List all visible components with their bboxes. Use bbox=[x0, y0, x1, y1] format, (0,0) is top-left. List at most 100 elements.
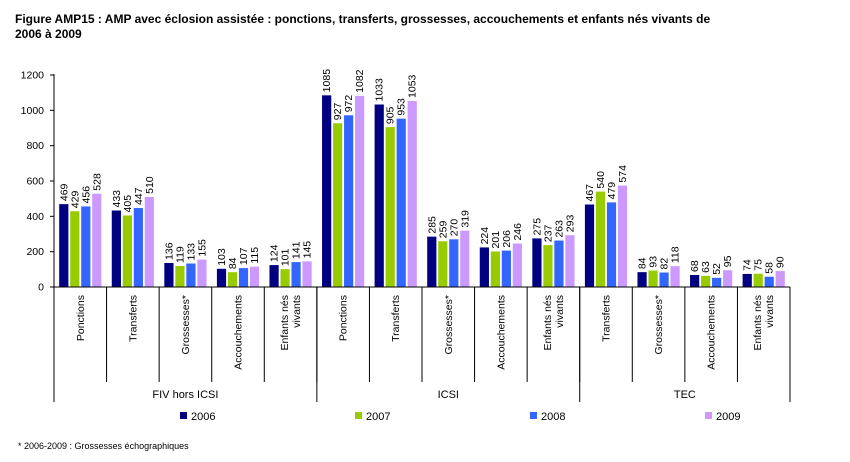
x-tick-label: Accouchements bbox=[706, 295, 718, 370]
data-label: 285 bbox=[426, 216, 438, 234]
data-label: 52 bbox=[711, 263, 723, 275]
bar bbox=[385, 127, 395, 288]
bar bbox=[344, 115, 354, 287]
bar bbox=[186, 263, 196, 287]
bar bbox=[175, 265, 185, 287]
legend-swatch bbox=[530, 412, 537, 419]
x-tick-label: Transferts bbox=[127, 295, 139, 342]
bar bbox=[216, 268, 227, 287]
data-label: 84 bbox=[637, 257, 649, 269]
data-label: 206 bbox=[501, 230, 513, 248]
data-label: 90 bbox=[775, 256, 787, 268]
legend-label: 2007 bbox=[366, 411, 390, 423]
data-label: 447 bbox=[133, 187, 145, 205]
data-label: 456 bbox=[80, 186, 92, 204]
group-label: TEC bbox=[674, 389, 696, 401]
bar bbox=[742, 273, 752, 287]
group-label: FIV hors ICSI bbox=[152, 389, 218, 401]
data-label: 155 bbox=[196, 239, 208, 257]
chart-title: Figure AMP15 : AMP avec éclosion assisté… bbox=[15, 12, 711, 41]
bar bbox=[197, 259, 207, 287]
data-label: 1033 bbox=[374, 78, 386, 102]
data-label: 528 bbox=[91, 173, 103, 191]
y-tick-label: 400 bbox=[26, 211, 44, 223]
legend-swatch bbox=[705, 412, 712, 419]
x-tick-label: Ponctions bbox=[75, 295, 87, 341]
bar bbox=[111, 210, 121, 287]
bars bbox=[59, 95, 785, 288]
data-label: 293 bbox=[564, 215, 576, 233]
bar bbox=[606, 202, 617, 287]
bar bbox=[227, 272, 238, 287]
bar bbox=[302, 261, 312, 287]
data-label: 927 bbox=[332, 103, 344, 121]
data-label: 469 bbox=[58, 183, 70, 201]
data-label: 141 bbox=[291, 241, 303, 259]
bar bbox=[490, 251, 500, 287]
bar bbox=[355, 95, 365, 287]
data-label: 84 bbox=[227, 257, 239, 269]
data-label: 1082 bbox=[354, 69, 366, 93]
data-label: 510 bbox=[144, 176, 156, 194]
data-label: 972 bbox=[343, 95, 355, 113]
bar bbox=[322, 95, 332, 287]
bar bbox=[407, 100, 417, 287]
x-tick-label: Enfants nésvivants bbox=[279, 295, 303, 350]
x-tick-label: Accouchements bbox=[233, 295, 245, 370]
bar bbox=[460, 230, 470, 287]
data-label: 118 bbox=[670, 246, 682, 263]
bar bbox=[543, 245, 553, 287]
y-tick-label: 800 bbox=[26, 140, 44, 152]
data-label: 95 bbox=[722, 255, 734, 267]
data-label: 58 bbox=[764, 262, 776, 274]
bar bbox=[670, 266, 680, 287]
bar bbox=[584, 204, 595, 287]
data-label: 115 bbox=[249, 247, 261, 264]
y-tick-label: 0 bbox=[38, 282, 44, 294]
data-label: 224 bbox=[479, 227, 491, 245]
bar bbox=[595, 191, 606, 287]
data-label: 237 bbox=[542, 224, 554, 242]
bar bbox=[479, 247, 489, 287]
x-tick-label: Transferts bbox=[390, 295, 402, 342]
data-label: 405 bbox=[122, 195, 134, 213]
y-tick-label: 1200 bbox=[21, 70, 45, 82]
legend-swatch bbox=[180, 412, 187, 419]
x-tick-label: Grossesses* bbox=[653, 295, 665, 355]
bar bbox=[249, 266, 260, 287]
data-label: 101 bbox=[280, 248, 292, 266]
data-label: 429 bbox=[69, 191, 81, 209]
bar bbox=[70, 211, 80, 287]
data-label: 905 bbox=[385, 106, 397, 124]
bar bbox=[512, 243, 522, 287]
data-label: 246 bbox=[512, 223, 524, 241]
x-tick-label: Enfants nésvivants bbox=[542, 295, 566, 350]
bar bbox=[144, 196, 154, 287]
legend-label: 2008 bbox=[541, 411, 565, 423]
bar bbox=[122, 215, 132, 287]
bar bbox=[396, 118, 406, 287]
x-tick-label: Grossesses* bbox=[443, 295, 455, 355]
bar bbox=[133, 208, 143, 287]
bar bbox=[81, 206, 91, 287]
legend-swatch bbox=[355, 412, 362, 419]
x-tick-label: Accouchements bbox=[495, 295, 507, 370]
data-label: 1085 bbox=[321, 69, 333, 93]
bar bbox=[291, 262, 301, 287]
x-tick-label: Transferts bbox=[601, 295, 613, 342]
data-label: 63 bbox=[700, 261, 712, 273]
bar bbox=[59, 204, 69, 287]
bar bbox=[374, 104, 384, 287]
y-tick-label: 200 bbox=[26, 246, 44, 258]
bar bbox=[617, 185, 628, 287]
bar bbox=[764, 276, 774, 287]
x-tick-label: Enfants nésvivants bbox=[752, 295, 776, 350]
data-label: 93 bbox=[648, 256, 660, 268]
x-tick-label: Grossesses* bbox=[180, 295, 192, 355]
data-label: 119 bbox=[174, 246, 186, 263]
bar bbox=[659, 272, 669, 287]
bar bbox=[427, 236, 437, 287]
data-label: 133 bbox=[185, 243, 197, 261]
data-label: 136 bbox=[163, 242, 175, 260]
